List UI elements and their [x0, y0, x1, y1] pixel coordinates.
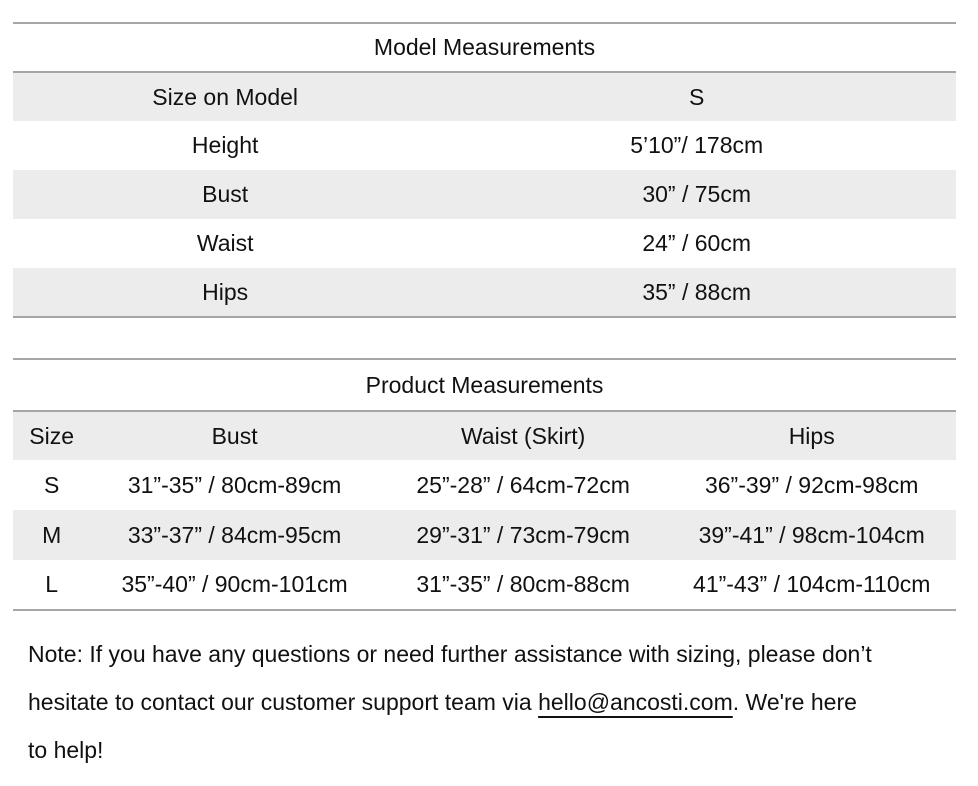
product-table-title: Product Measurements	[13, 358, 956, 412]
bust-cell: 35”-40” / 90cm-101cm	[121, 571, 348, 597]
note-line-2: hesitate to contact our customer support…	[28, 678, 956, 726]
model-row-label: Hips	[202, 278, 249, 305]
note-line-2-before: hesitate to contact our customer support…	[28, 689, 539, 715]
hips-cell: 39”-41” / 98cm-104cm	[698, 521, 925, 548]
table-row: Waist 24” / 60cm	[13, 219, 956, 268]
model-row-value: S	[689, 83, 705, 110]
table-row: L 35”-40” / 90cm-101cm 31”-35” / 80cm-88…	[13, 560, 956, 610]
note-line-1: Note: If you have any questions or need …	[28, 641, 872, 667]
product-table-title-row: Product Measurements	[13, 358, 956, 412]
table-row: Hips 35” / 88cm	[13, 268, 956, 317]
size-cell: L	[45, 571, 59, 597]
bust-cell: 31”-35” / 80cm-89cm	[127, 471, 342, 498]
column-header-size: Size	[29, 422, 75, 449]
table-row: M 33”-37” / 84cm-95cm 29”-31” / 73cm-79c…	[13, 510, 956, 560]
size-cell: S	[43, 471, 60, 498]
product-table-header-row: Size Bust Waist (Skirt) Hips	[13, 411, 956, 460]
model-table-title-row: Model Measurements	[13, 22, 956, 73]
model-row-label: Bust	[202, 181, 249, 207]
support-email-link[interactable]: hello@ancosti.com	[538, 689, 733, 715]
table-spacer	[13, 318, 956, 358]
model-row-value: 30” / 75cm	[642, 181, 751, 207]
column-header-bust: Bust	[211, 422, 258, 449]
model-row-label: Waist	[196, 230, 254, 256]
hips-cell: 41”-43” / 104cm-110cm	[693, 571, 931, 597]
product-measurements-table: Product Measurements Size Bust Waist (Sk…	[13, 358, 956, 611]
column-header-hips: Hips	[788, 422, 835, 449]
size-cell: M	[42, 521, 62, 548]
waist-cell: 25”-28” / 64cm-72cm	[416, 471, 630, 498]
model-row-label: Size on Model	[152, 83, 299, 110]
table-row: Bust 30” / 75cm	[13, 170, 956, 219]
column-header-waist: Waist (Skirt)	[460, 422, 586, 449]
waist-cell: 29”-31” / 73cm-79cm	[416, 521, 630, 548]
sizing-note: Note: If you have any questions or need …	[13, 630, 956, 774]
hips-cell: 36”-39” / 92cm-98cm	[704, 471, 919, 498]
model-measurements-table: Model Measurements Size on Model S Heigh…	[13, 22, 956, 318]
note-line-3: to help!	[28, 737, 104, 763]
model-row-value: 24” / 60cm	[642, 230, 751, 256]
waist-cell: 31”-35” / 80cm-88cm	[416, 571, 630, 597]
model-row-value: 35” / 88cm	[642, 278, 751, 305]
table-row: Height 5’10”/ 178cm	[13, 121, 956, 170]
model-row-label: Height	[191, 132, 259, 158]
bust-cell: 33”-37” / 84cm-95cm	[127, 521, 342, 548]
model-row-value: 5’10”/ 178cm	[630, 132, 764, 158]
model-table-title: Model Measurements	[13, 22, 956, 73]
table-row: S 31”-35” / 80cm-89cm 25”-28” / 64cm-72c…	[13, 460, 956, 510]
table-row: Size on Model S	[13, 72, 956, 121]
note-line-2-after: . We're here	[732, 689, 857, 715]
